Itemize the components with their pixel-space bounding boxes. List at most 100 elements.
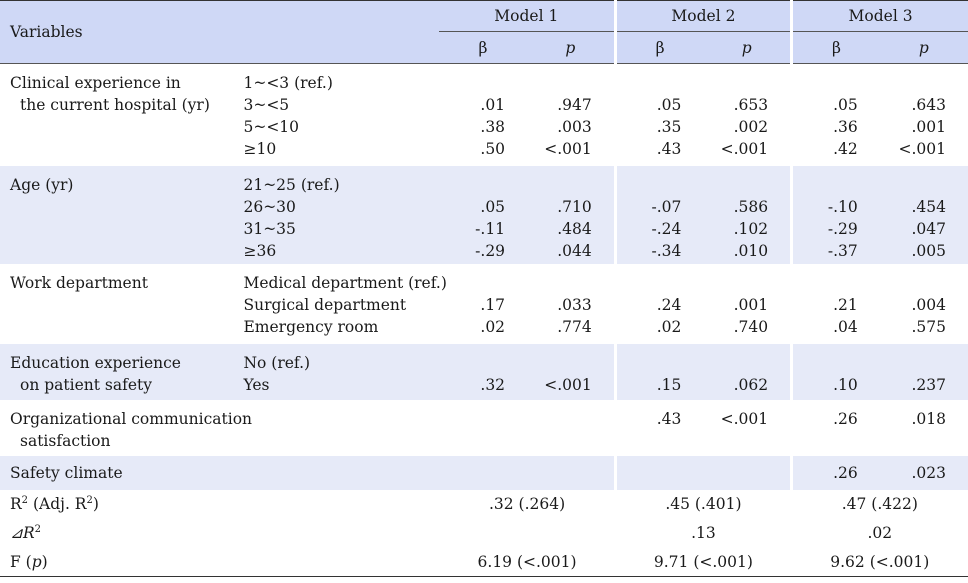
p-value: .653 [733,96,769,114]
beta-value [439,352,527,374]
p-value [527,72,614,94]
header-row-stats: β p β p β p [0,31,968,64]
p-value [703,272,790,294]
variable-name: Age (yr) [0,166,235,264]
beta-value: .35 [656,118,682,136]
variable-name-line: the current hospital (yr) [20,96,210,114]
beta-column-model-3: .10 [790,343,880,400]
beta-value [439,408,527,430]
variables-header: Variables [10,23,83,41]
variable-name: Work department [0,264,235,344]
category-label: Medical department (ref.) [243,273,447,292]
beta-value: .43 [656,409,682,428]
variable-name-line: Age (yr) [10,175,74,194]
p-value: .047 [911,219,946,238]
p-column-model-1: <.001 [527,344,615,400]
beta-value: -.29 [475,241,506,260]
variable-name-line: on patient safety [20,375,152,394]
p-value: .102 [733,219,769,238]
p-value [880,72,968,94]
p-column-model-3: .004 .575 [880,264,968,344]
delta-r2-model-2: .13 [691,524,716,542]
beta-column-model-1 [439,400,527,456]
p-column-model-2: .001 .740 [703,264,791,344]
p-column-model-1 [527,456,615,490]
beta-column-model-2 [613,455,704,490]
beta-value: .01 [480,96,506,114]
p-value: <.001 [898,140,947,158]
beta-column-model-3: .26 [790,455,880,490]
beta-value: -.24 [651,219,682,238]
beta-value [439,272,527,294]
beta-value [617,352,704,374]
model-1-header: Model 1 [494,7,559,25]
p-value: <.001 [720,409,769,428]
category-label: 21~25 (ref.) [243,175,340,194]
p-column-model-3: .023 [880,456,968,490]
category-label: 26~30 [243,197,296,216]
header-row-models: Variables Model 1 Model 2 Model 3 [0,0,968,41]
p-value: .004 [911,295,946,314]
beta-value: -.10 [827,197,858,216]
category-cell: Medical department (ref.) Surgical depart… [235,264,447,344]
beta-value: -.29 [827,219,858,238]
p-value: .454 [911,197,946,216]
p-value: .001 [911,118,946,136]
beta-header: β [438,31,528,64]
beta-value: .17 [480,295,506,314]
delta-r2-model-1 [439,519,615,548]
p-value: .003 [557,118,592,136]
p-column-model-1 [527,400,615,456]
p-column-model-3: .237 [880,344,968,400]
beta-value [793,72,880,94]
beta-value: -.34 [651,241,682,260]
beta-value: .26 [833,463,858,482]
f-row: F (p) 6.19 (<.001) 9.71 (<.001) 9.62 (<.… [0,547,968,577]
beta-value [439,72,527,94]
p-value [703,72,790,94]
p-value [703,462,790,484]
beta-value: .50 [480,140,506,158]
variable-name: Clinical experience in the current hospi… [0,64,235,166]
p-value: .010 [733,241,769,260]
variable-name-line: Clinical experience in [10,74,181,92]
p-value: .710 [557,197,592,216]
p-header: p [527,31,616,64]
beta-value: .32 [480,375,506,394]
p-value: .033 [557,295,592,314]
p-value: .237 [911,375,946,394]
category-label: 1~<3 (ref.) [243,74,333,92]
beta-value: .02 [480,317,506,336]
p-value [703,352,790,374]
variable-name: Education experience on patient safety [0,344,235,400]
p-value: .575 [911,317,946,336]
variable-group: Organizational communication satisfactio… [0,399,968,456]
beta-column-model-2: .05 .35 .43 [613,63,704,166]
beta-value: .05 [480,197,506,216]
p-value: .005 [911,241,946,260]
category-label: ≥36 [243,241,277,260]
p-value: .062 [733,375,769,394]
p-value [527,408,614,430]
p-value: .484 [557,219,592,238]
variable-name: Safety climate [0,456,235,490]
p-header: p [879,31,968,64]
f-model-3: 9.62 (<.001) [830,552,930,571]
table-body: Clinical experience in the current hospi… [0,63,968,490]
p-column-model-2: .062 [703,344,791,400]
p-value: .586 [733,197,769,216]
beta-value: .21 [833,295,858,314]
beta-value [439,174,527,196]
variable-name-line: satisfaction [20,431,111,450]
category-header [235,1,438,64]
f-model-2: 9.71 (<.001) [653,552,753,571]
p-column-model-1: .033 .774 [527,264,615,344]
p-column-model-3: .643 .001 <.001 [880,64,968,166]
p-value [527,174,614,196]
p-value: .002 [733,118,769,136]
p-value [527,462,614,484]
p-value: .044 [557,241,592,260]
variable-group: Clinical experience in the current hospi… [0,63,968,166]
p-value [527,352,614,374]
